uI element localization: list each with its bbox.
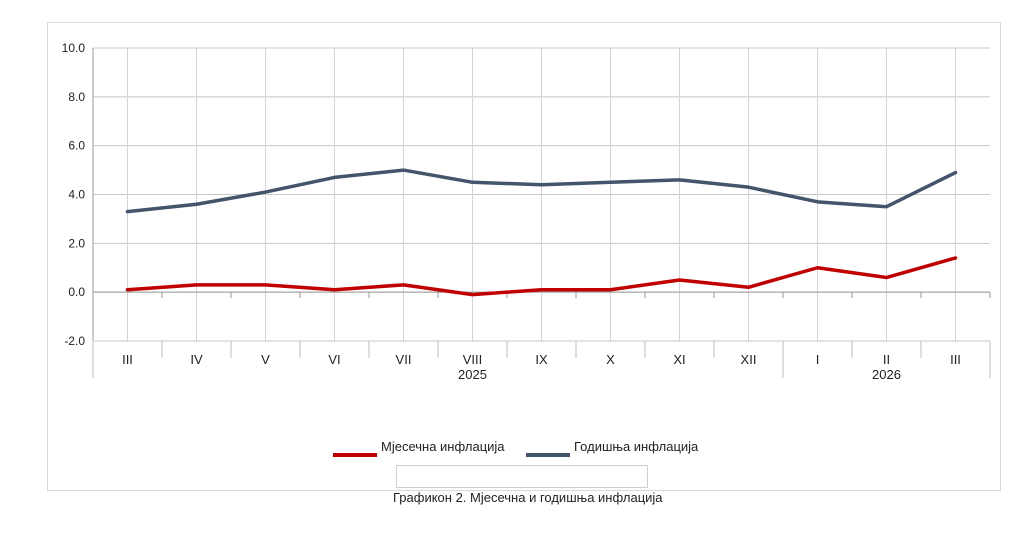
x-tick-label: VII: [396, 352, 412, 367]
x-tick-label: V: [261, 352, 270, 367]
y-tick-label: 6.0: [68, 139, 85, 153]
x-tick-label: I: [816, 352, 820, 367]
y-tick-label: -2.0: [64, 334, 85, 348]
x-tick-label: III: [950, 352, 961, 367]
legend-item-yearly: Годишња инфлација: [526, 440, 698, 457]
chart-legend: Мјесечна инфлација Годишња инфлација: [333, 440, 753, 464]
y-tick-label: 8.0: [68, 90, 85, 104]
legend-label-monthly: Мјесечна инфлација: [381, 439, 505, 454]
year-label: 2025: [458, 367, 487, 382]
y-tick-label: 4.0: [68, 188, 85, 202]
series-line-yearly: [125, 168, 958, 214]
x-tick-label: XII: [741, 352, 757, 367]
x-tick-label: II: [883, 352, 890, 367]
x-tick-label: IV: [190, 352, 203, 367]
y-tick-label: 10.0: [62, 41, 86, 55]
x-tick-label: VI: [328, 352, 340, 367]
chart-caption: Графикон 2. Мјесечна и годишња инфлација: [393, 490, 663, 505]
legend-label-yearly: Годишња инфлација: [574, 439, 699, 454]
chart-frame: [47, 22, 1001, 491]
legend-swatch-monthly: [333, 453, 377, 457]
y-tick-label: 2.0: [68, 236, 85, 250]
x-tick-label: X: [606, 352, 615, 367]
x-tick-label: VIII: [463, 352, 483, 367]
y-tick-label: 0.0: [68, 285, 85, 299]
x-tick-label: XI: [673, 352, 685, 367]
legend-swatch-yearly: [526, 453, 570, 457]
legend-item-monthly: Мјесечна инфлација: [333, 440, 505, 457]
x-tick-label: III: [122, 352, 133, 367]
series-line-monthly: [125, 256, 958, 297]
overlay-box: [396, 465, 648, 488]
year-label: 2026: [872, 367, 901, 382]
x-tick-label: IX: [535, 352, 548, 367]
